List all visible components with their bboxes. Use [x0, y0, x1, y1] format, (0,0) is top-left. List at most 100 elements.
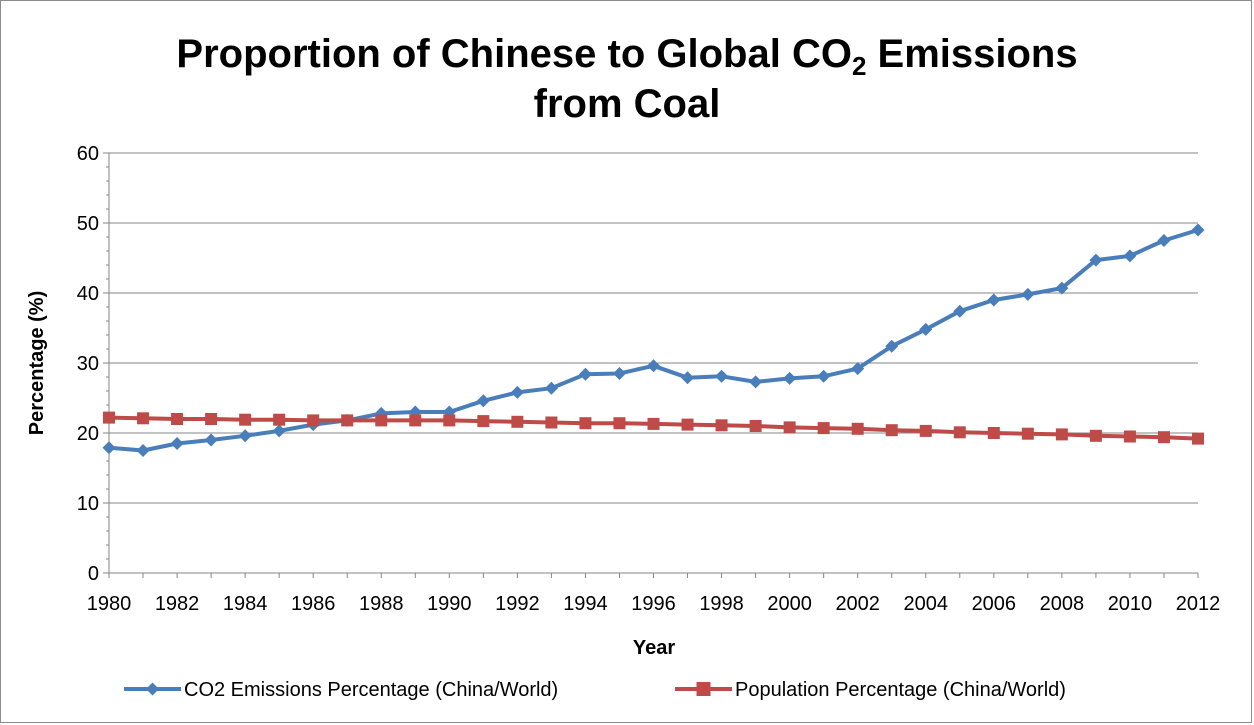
diamond-point — [1089, 253, 1103, 267]
diamond-point — [919, 322, 933, 336]
square-point — [1157, 431, 1170, 444]
diamond-point — [681, 371, 695, 385]
square-point — [613, 417, 626, 430]
x-tick-label: 2012 — [1176, 593, 1221, 615]
x-tick-label: 2010 — [1108, 593, 1153, 615]
square-point — [851, 422, 864, 435]
square-point — [409, 414, 422, 427]
chart-title: Proportion of Chinese to Global CO2 Emis… — [1, 29, 1253, 129]
series-1 — [102, 223, 1205, 457]
legend: CO2 Emissions Percentage (China/World) Po… — [124, 679, 1066, 701]
diamond-point — [170, 437, 184, 450]
x-axis-title: Year — [633, 637, 675, 659]
square-point — [749, 420, 762, 432]
x-tick-label: 1986 — [291, 593, 336, 615]
diamond-point — [817, 369, 831, 383]
square-point — [205, 413, 218, 425]
legend-label: Population Percentage (China/World) — [735, 679, 1066, 701]
square-point — [885, 424, 898, 437]
square-point — [681, 418, 694, 431]
diamond-point — [715, 369, 729, 383]
x-tick-label: 1998 — [699, 593, 744, 615]
y-tick-label: 10 — [77, 493, 99, 515]
series-line — [108, 228, 1199, 453]
x-tick-label: 1990 — [427, 593, 472, 615]
square-point — [783, 421, 796, 434]
y-tick-label: 20 — [77, 423, 99, 445]
y-tick-label: 0 — [88, 563, 99, 585]
diamond-point — [272, 424, 286, 438]
square-point — [1089, 429, 1102, 442]
square-point — [579, 417, 592, 430]
square-point — [1192, 432, 1204, 445]
square-point — [647, 417, 660, 430]
diamond-point — [953, 304, 967, 318]
square-point — [239, 413, 252, 426]
x-tick-label: 2004 — [904, 593, 949, 615]
diamond-point — [476, 394, 490, 408]
x-tick-label: 2008 — [1040, 593, 1085, 615]
diamond-point — [749, 375, 763, 389]
diamond-point — [647, 359, 660, 373]
square-point — [817, 422, 830, 435]
square-point — [137, 412, 150, 425]
square-point — [273, 413, 286, 426]
diamond-point — [1191, 223, 1205, 237]
diamond-point — [783, 371, 797, 385]
square-point — [307, 414, 320, 427]
y-tick-label: 50 — [77, 213, 99, 235]
title-subscript: 2 — [851, 51, 867, 81]
diamond-point — [612, 367, 626, 380]
series-2 — [103, 411, 1204, 445]
x-tick-label: 1988 — [359, 593, 404, 615]
x-tick-label: 1992 — [495, 593, 540, 615]
square-point — [1021, 427, 1034, 440]
x-tick-label: 2006 — [972, 593, 1017, 615]
square-point — [715, 419, 728, 432]
legend-item: Population Percentage (China/World) — [675, 679, 1066, 701]
diamond-point — [136, 444, 150, 457]
x-tick-labels: 1980 1982 1984 1986 1988 1990 1992 1994 1996 1998… — [87, 593, 1221, 615]
diamond-point — [204, 433, 218, 447]
data-series — [102, 223, 1205, 457]
y-axis-title: Percentage (%) — [26, 291, 48, 436]
square-point — [375, 414, 388, 427]
diamond-point — [1021, 287, 1035, 301]
x-tick-label: 1982 — [155, 593, 200, 615]
square-point — [171, 413, 184, 425]
diamond-point — [851, 362, 865, 376]
square-point — [443, 414, 456, 427]
x-tick-label: 1994 — [563, 593, 608, 615]
diamond-point — [544, 381, 558, 395]
gridlines — [109, 152, 1198, 504]
diamond-point — [1055, 281, 1069, 295]
square-point — [953, 426, 966, 439]
diamond-point — [1157, 234, 1171, 247]
diamond-point — [987, 293, 1001, 307]
diamond-point — [238, 429, 252, 443]
diamond-point — [885, 339, 899, 353]
y-tick-label: 60 — [77, 143, 99, 165]
diamond-point — [578, 367, 592, 381]
title-line2: from Coal — [533, 82, 721, 126]
x-tick-label: 1980 — [87, 593, 132, 615]
square-point — [545, 416, 558, 429]
square-point — [103, 411, 115, 424]
title-end: Emissions — [866, 32, 1078, 76]
diamond-point — [510, 385, 524, 399]
legend-label: CO2 Emissions Percentage (China/World) — [184, 679, 558, 701]
x-tick-label: 1996 — [631, 593, 676, 615]
square-point — [511, 415, 524, 428]
legend-item: CO2 Emissions Percentage (China/World) — [124, 679, 558, 701]
square-point — [1123, 430, 1136, 443]
square-point — [477, 415, 490, 428]
y-tick-labels: 0 10 20 30 40 50 60 — [77, 143, 99, 585]
x-tick-label: 2000 — [767, 593, 812, 615]
x-tick-label: 1984 — [223, 593, 268, 615]
square-point — [919, 424, 932, 437]
diamond-point — [1123, 249, 1137, 263]
x-tick-label: 2002 — [835, 593, 880, 615]
y-tick-label: 30 — [77, 353, 99, 375]
